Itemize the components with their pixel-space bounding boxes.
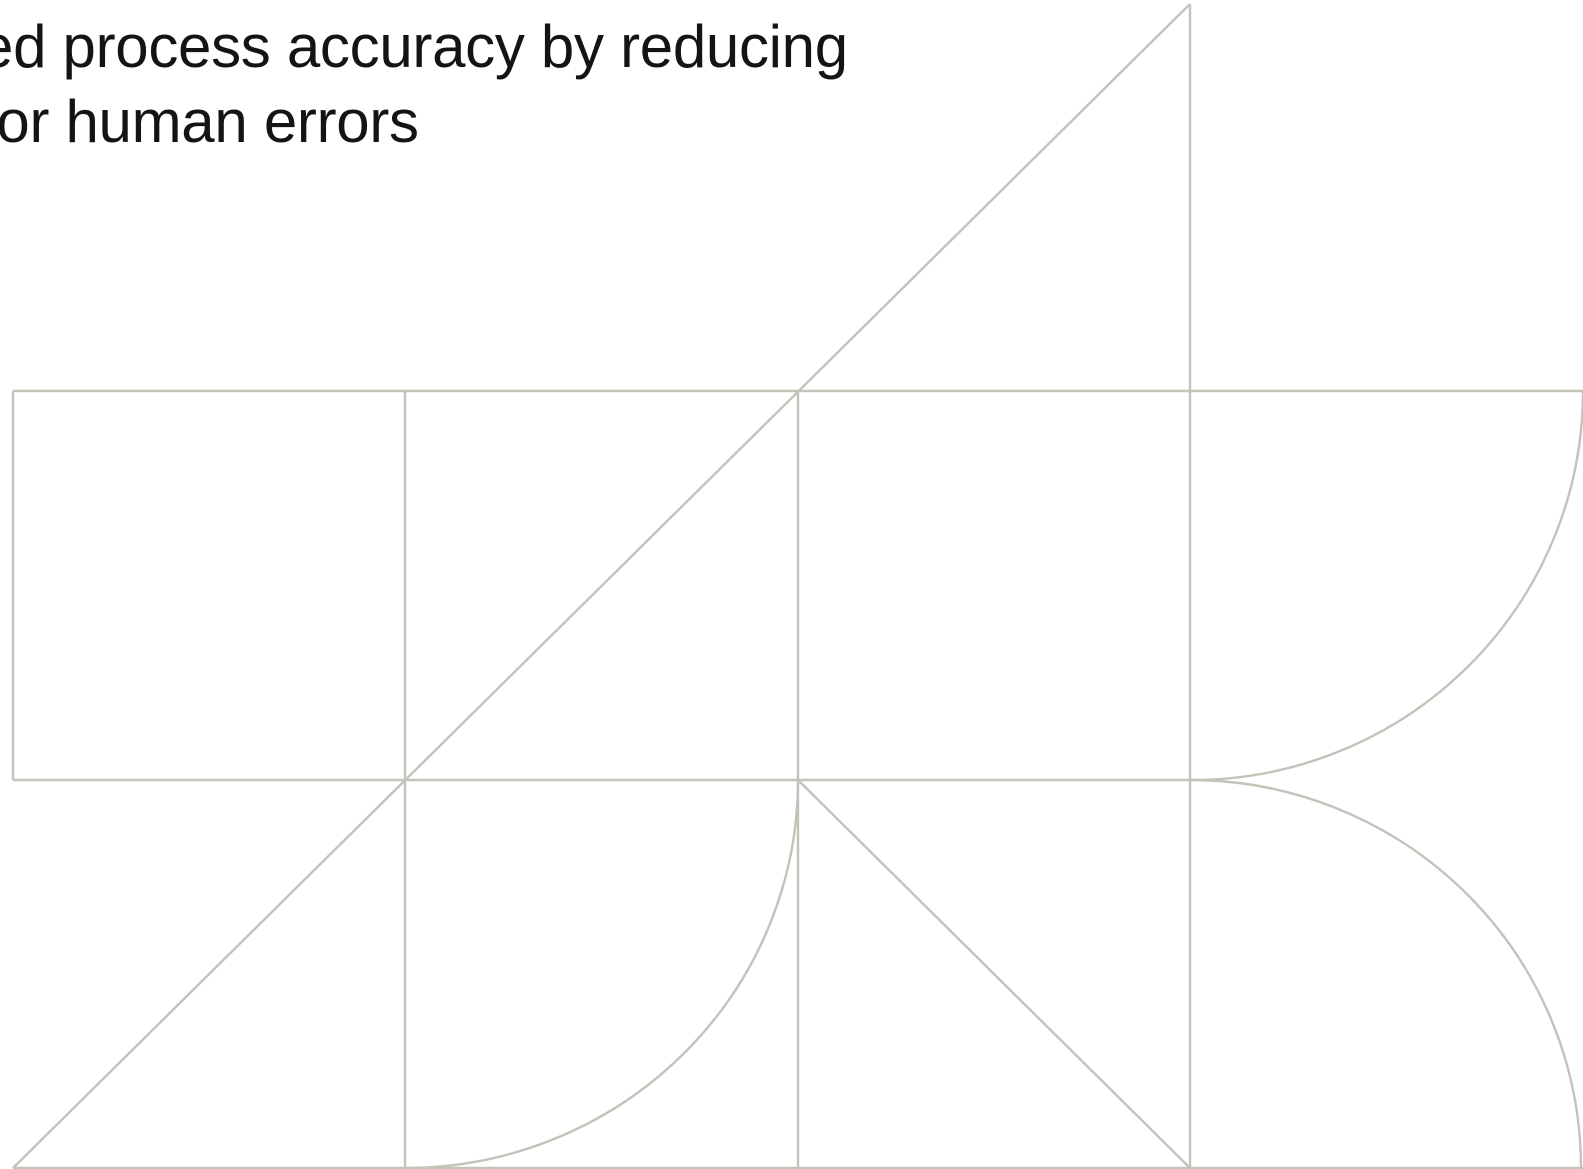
bottom-middle-quarter-arc [404,779,800,1169]
top-right-quarter-arc [1189,390,1583,782]
lower-diagonal-line [797,779,1191,1169]
long-diagonal-line [12,3,1191,1169]
bottom-right-quarter-arc [1189,778,1583,1169]
